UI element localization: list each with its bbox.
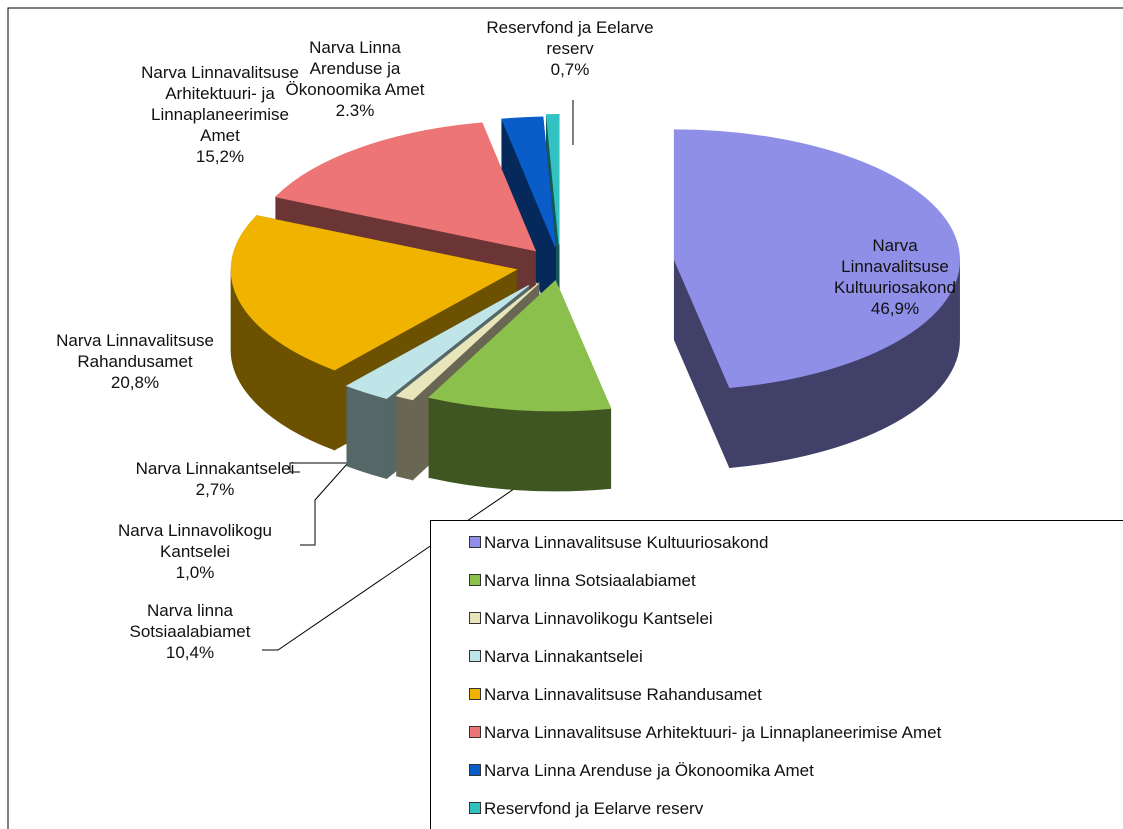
legend-swatch: [469, 726, 481, 738]
data-label: Narva Linnavalitsuse Rahandusamet 20,8%: [15, 330, 255, 393]
legend-item: Reservfond ja Eelarve reserv: [469, 799, 703, 819]
data-label-value: 15,2%: [195, 147, 245, 166]
data-label-name: Narva Linnavolikogu Kantselei: [117, 521, 273, 561]
legend-swatch: [469, 650, 481, 662]
legend-item: Narva Linnavalitsuse Rahandusamet: [469, 685, 762, 705]
data-label-name: Narva Linna Arenduse ja Ökonoomika Amet: [285, 38, 425, 99]
legend-label: Narva linna Sotsiaalabiamet: [484, 571, 696, 590]
slice-rim: [396, 395, 414, 481]
data-label-name: Narva Linnavalitsuse Kultuuriosakond: [834, 236, 956, 297]
legend-label: Narva Linna Arenduse ja Ökonoomika Amet: [484, 761, 814, 780]
slice: [274, 122, 537, 252]
data-label-name: Narva Linnavalitsuse Arhitektuuri- ja Li…: [141, 63, 299, 145]
data-label: Narva Linnakantselei 2,7%: [100, 458, 330, 500]
legend: Narva Linnavalitsuse Kultuuriosakond Narv…: [430, 520, 1123, 829]
legend-swatch: [469, 764, 481, 776]
data-label-name: Narva Linnakantselei: [135, 459, 295, 478]
legend-swatch: [469, 536, 481, 548]
data-label-value: 1,0%: [175, 563, 215, 582]
data-label-name: Reservfond ja Eelarve reserv: [486, 18, 654, 58]
legend-item: Narva Linnavolikogu Kantselei: [469, 609, 713, 629]
slice: [428, 279, 612, 412]
data-label-value: 0,7%: [550, 60, 590, 79]
slice: [673, 129, 960, 388]
legend-item: Narva linna Sotsiaalabiamet: [469, 571, 696, 591]
legend-label: Reservfond ja Eelarve reserv: [484, 799, 704, 818]
data-label-value: 2,7%: [195, 480, 235, 499]
data-label: Narva Linnavolikogu Kantselei 1,0%: [90, 520, 300, 583]
legend-item: Narva Linnavalitsuse Arhitektuuri- ja Li…: [469, 723, 941, 743]
data-label: Narva Linna Arenduse ja Ökonoomika Amet 2…: [285, 37, 425, 121]
legend-label: Narva Linnavalitsuse Rahandusamet: [484, 685, 762, 704]
frame: [7, 7, 1123, 829]
legend-swatch: [469, 612, 481, 624]
data-label-name: Narva linna Sotsiaalabiamet: [129, 601, 251, 641]
legend-label: Narva Linnakantselei: [484, 647, 643, 666]
data-label: Narva Linnavalitsuse Arhitektuuri- ja Li…: [140, 62, 300, 167]
data-label-value: 46,9%: [870, 299, 920, 318]
slice: [501, 116, 556, 248]
slice: [230, 215, 518, 371]
slice-rim: [346, 385, 388, 479]
data-label-value: 20,8%: [110, 373, 160, 392]
legend-label: Narva Linnavalitsuse Kultuuriosakond: [484, 533, 769, 552]
legend-item: Narva Linna Arenduse ja Ökonoomika Amet: [469, 761, 814, 781]
data-label-value: 10,4%: [165, 643, 215, 662]
legend-label: Narva Linnavalitsuse Arhitektuuri- ja Li…: [484, 723, 942, 742]
legend-swatch: [469, 688, 481, 700]
slice-rim: [428, 396, 612, 492]
data-label: Reservfond ja Eelarve reserv 0,7%: [485, 17, 655, 80]
data-label: Narva linna Sotsiaalabiamet 10,4%: [105, 600, 275, 663]
legend-item: Narva Linnavalitsuse Kultuuriosakond: [469, 533, 768, 553]
legend-swatch: [469, 574, 481, 586]
slice: [395, 282, 540, 401]
data-label-name: Narva Linnavalitsuse Rahandusamet: [56, 331, 214, 371]
legend-swatch: [469, 802, 481, 814]
leader-line: [289, 462, 360, 473]
slice: [545, 113, 560, 245]
legend-item: Narva Linnakantselei: [469, 647, 643, 667]
legend-label: Narva Linnavolikogu Kantselei: [484, 609, 713, 628]
slice: [345, 285, 529, 399]
data-label: Narva Linnavalitsuse Kultuuriosakond 46,9…: [820, 235, 970, 319]
data-label-value: 2.3%: [335, 101, 375, 120]
